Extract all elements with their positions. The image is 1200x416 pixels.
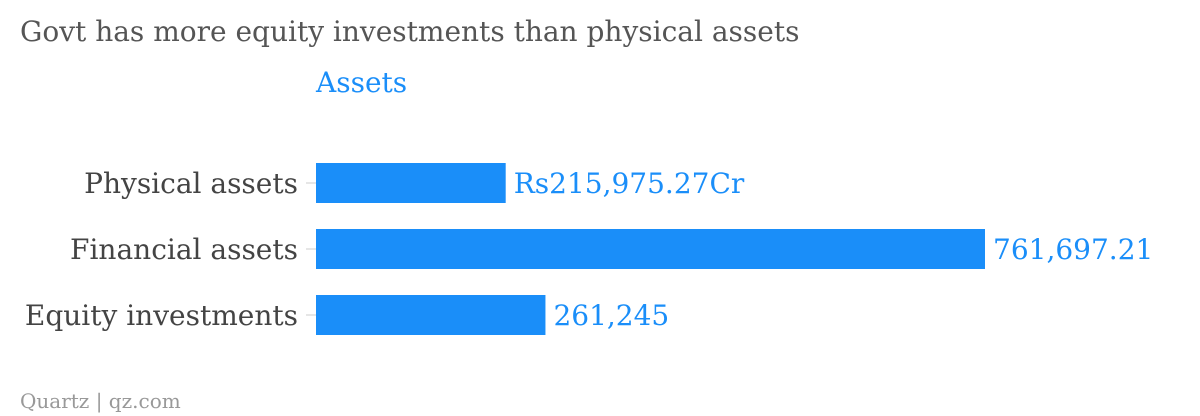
- value-label: Rs215,975.27Cr: [514, 167, 745, 200]
- category-label: Financial assets: [70, 233, 298, 266]
- category-label: Physical assets: [84, 167, 298, 200]
- value-label: 761,697.21: [993, 233, 1153, 266]
- footer-credit: Quartz | qz.com: [20, 389, 181, 414]
- category-label: Equity investments: [25, 299, 298, 332]
- value-label: 261,245: [553, 299, 669, 332]
- bar: [316, 163, 506, 203]
- series-name: Assets: [315, 66, 407, 99]
- bars-group: Physical assets Rs215,975.27Cr Financial a…: [25, 163, 1153, 335]
- bar: [316, 229, 985, 269]
- bar: [316, 295, 546, 335]
- chart-title: Govt has more equity investments than ph…: [20, 15, 799, 48]
